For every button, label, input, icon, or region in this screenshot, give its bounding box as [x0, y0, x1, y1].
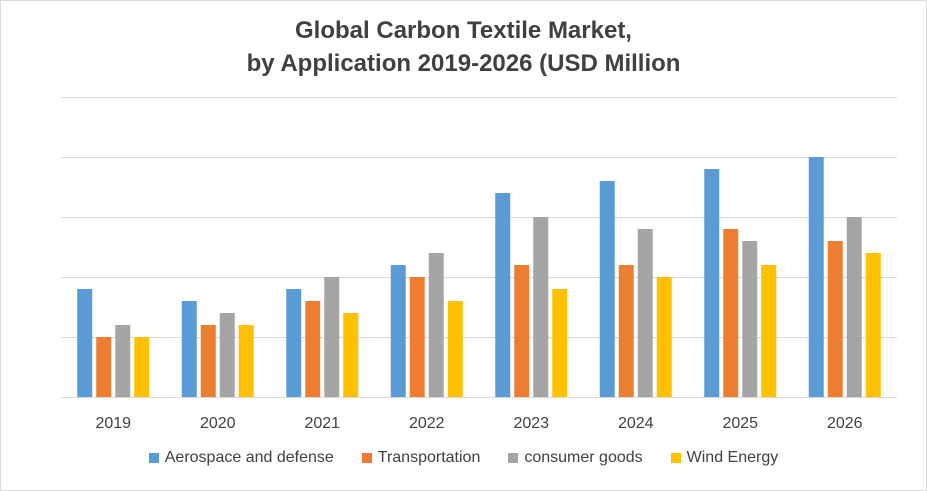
- legend-swatch-aerospace: [148, 453, 159, 463]
- bar-aerospace-and-defense-2020: [181, 301, 197, 397]
- bar-wind-energy-2022: [447, 301, 463, 397]
- bar-consumer-goods-2024: [637, 229, 653, 397]
- x-tick-label-2020: 2020: [200, 415, 236, 432]
- bar-transportation-2024: [618, 265, 634, 397]
- bar-transportation-2022: [409, 277, 425, 397]
- bar-transportation-2019: [96, 337, 112, 397]
- legend-label-transportation: Transportation: [377, 449, 481, 466]
- bar-wind-energy-2019: [134, 337, 150, 397]
- legend-item-aerospace: Aerospace and defense: [148, 449, 334, 467]
- bar-wind-energy-2025: [761, 265, 777, 397]
- bar-consumer-goods-2023: [533, 217, 549, 397]
- x-tick-label-2022: 2022: [409, 415, 445, 432]
- bar-aerospace-and-defense-2019: [77, 289, 93, 397]
- legend-swatch-transportation: [361, 453, 372, 463]
- legend-item-transportation: Transportation: [361, 449, 481, 467]
- bar-transportation-2025: [723, 229, 739, 397]
- bar-transportation-2021: [305, 301, 321, 397]
- bar-wind-energy-2020: [238, 325, 254, 397]
- legend-swatch-wind-energy: [670, 453, 681, 463]
- bar-consumer-goods-2026: [846, 217, 862, 397]
- bar-aerospace-and-defense-2021: [286, 289, 302, 397]
- x-tick-label-2023: 2023: [513, 415, 549, 432]
- bar-transportation-2020: [200, 325, 216, 397]
- bar-consumer-goods-2021: [324, 277, 340, 397]
- bar-aerospace-and-defense-2026: [808, 157, 824, 397]
- legend-swatch-consumer-goods: [508, 453, 519, 463]
- chart-title: Global Carbon Textile Market, by Applica…: [0, 14, 927, 80]
- legend-label-aerospace: Aerospace and defense: [164, 449, 334, 466]
- x-tick-label-2024: 2024: [618, 415, 654, 432]
- bar-wind-energy-2024: [656, 277, 672, 397]
- bar-transportation-2023: [514, 265, 530, 397]
- bar-wind-energy-2023: [552, 289, 568, 397]
- legend-label-wind-energy: Wind Energy: [686, 449, 779, 466]
- bar-aerospace-and-defense-2025: [704, 169, 720, 397]
- legend-item-wind-energy: Wind Energy: [670, 449, 779, 467]
- bar-aerospace-and-defense-2023: [495, 193, 511, 397]
- x-tick-label-2026: 2026: [827, 415, 863, 432]
- bar-consumer-goods-2019: [115, 325, 131, 397]
- legend-item-consumer-goods: consumer goods: [508, 449, 643, 467]
- bar-aerospace-and-defense-2024: [599, 181, 615, 397]
- bar-wind-energy-2026: [865, 253, 881, 397]
- chart-legend: Aerospace and defense Transportation con…: [0, 449, 927, 467]
- chart-title-line-1: Global Carbon Textile Market,: [295, 17, 632, 44]
- chart-title-line-2: by Application 2019-2026 (USD Million: [246, 50, 681, 77]
- bar-consumer-goods-2022: [428, 253, 444, 397]
- bar-aerospace-and-defense-2022: [390, 265, 406, 397]
- x-tick-label-2025: 2025: [722, 415, 758, 432]
- x-tick-label-2021: 2021: [304, 415, 340, 432]
- bar-consumer-goods-2020: [219, 313, 235, 397]
- legend-label-consumer-goods: consumer goods: [524, 449, 643, 466]
- bar-wind-energy-2021: [343, 313, 359, 397]
- bar-consumer-goods-2025: [742, 241, 758, 397]
- x-tick-label-2019: 2019: [95, 415, 131, 432]
- bar-transportation-2026: [827, 241, 843, 397]
